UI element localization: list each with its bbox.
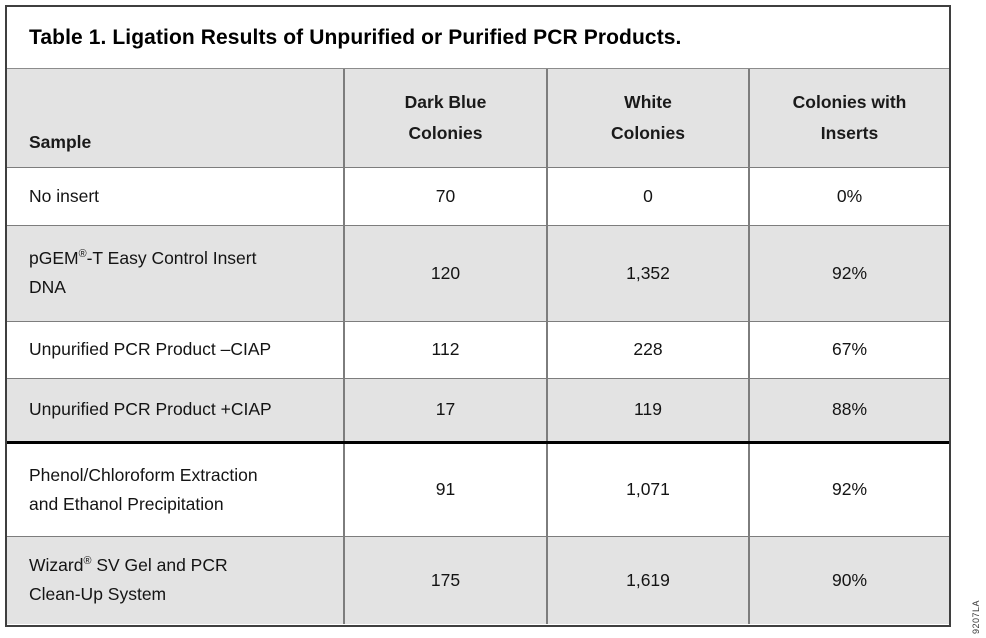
table-header: Sample Dark Blue Colonies White Colonies… <box>7 69 949 168</box>
column-header-dark-blue-colonies: Dark Blue Colonies <box>343 69 548 168</box>
ligation-results-table: Sample Dark Blue Colonies White Colonies… <box>7 69 949 624</box>
column-header-white-colonies: White Colonies <box>546 69 750 168</box>
artwork-code: 9207LA <box>971 599 981 634</box>
sample-cell: Wizard® SV Gel and PCR Clean-Up System <box>7 535 345 624</box>
dark-blue-colonies-cell: 17 <box>343 377 548 443</box>
table-figure: Table 1. Ligation Results of Unpurified … <box>5 5 951 627</box>
table-body: No insert 70 0 0% pGEM®-T Easy Control I… <box>7 166 949 624</box>
sample-cell: Phenol/Chloroform Extraction and Ethanol… <box>7 440 345 537</box>
table-row: Wizard® SV Gel and PCR Clean-Up System 1… <box>7 535 949 624</box>
sample-cell: Unpurified PCR Product –CIAP <box>7 320 345 379</box>
table-row: Unpurified PCR Product +CIAP 17 119 88% <box>7 377 949 443</box>
table-row: Phenol/Chloroform Extraction and Ethanol… <box>7 440 949 537</box>
colonies-with-inserts-cell: 92% <box>748 224 949 322</box>
dark-blue-colonies-cell: 70 <box>343 166 548 226</box>
dark-blue-colonies-cell: 175 <box>343 535 548 624</box>
white-colonies-cell: 0 <box>546 166 750 226</box>
registered-mark: ® <box>78 248 87 261</box>
sample-cell: pGEM®-T Easy Control Insert DNA <box>7 224 345 322</box>
column-header-sample: Sample <box>7 69 345 168</box>
table-row: No insert 70 0 0% <box>7 166 949 226</box>
colonies-with-inserts-cell: 88% <box>748 377 949 443</box>
dark-blue-colonies-cell: 112 <box>343 320 548 379</box>
sample-cell: Unpurified PCR Product +CIAP <box>7 377 345 443</box>
header-row: Sample Dark Blue Colonies White Colonies… <box>7 69 949 168</box>
dark-blue-colonies-cell: 91 <box>343 440 548 537</box>
colonies-with-inserts-cell: 92% <box>748 440 949 537</box>
table-row: pGEM®-T Easy Control Insert DNA 120 1,35… <box>7 224 949 322</box>
column-header-colonies-with-inserts: Colonies with Inserts <box>748 69 949 168</box>
white-colonies-cell: 1,352 <box>546 224 750 322</box>
colonies-with-inserts-cell: 90% <box>748 535 949 624</box>
dark-blue-colonies-cell: 120 <box>343 224 548 322</box>
white-colonies-cell: 1,619 <box>546 535 750 624</box>
table-row: Unpurified PCR Product –CIAP 112 228 67% <box>7 320 949 379</box>
white-colonies-cell: 228 <box>546 320 750 379</box>
registered-mark: ® <box>83 555 92 568</box>
table-title: Table 1. Ligation Results of Unpurified … <box>7 7 949 69</box>
white-colonies-cell: 1,071 <box>546 440 750 537</box>
colonies-with-inserts-cell: 67% <box>748 320 949 379</box>
white-colonies-cell: 119 <box>546 377 750 443</box>
colonies-with-inserts-cell: 0% <box>748 166 949 226</box>
sample-cell: No insert <box>7 166 345 226</box>
